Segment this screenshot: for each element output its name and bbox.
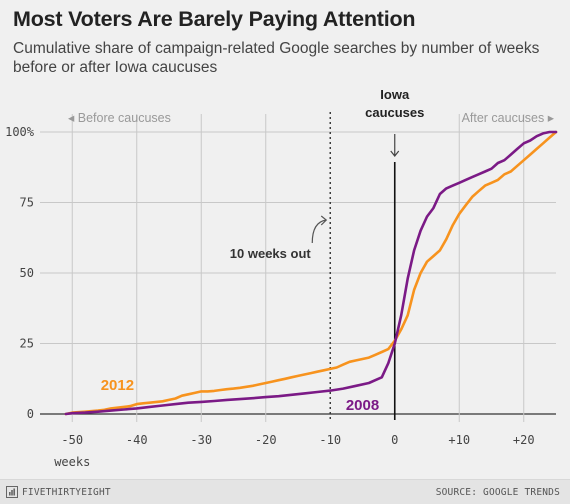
fivethirtyeight-logo-icon — [6, 486, 18, 498]
ten-weeks-arrow-icon — [311, 215, 328, 244]
x-tick-label: -40 — [126, 433, 148, 447]
x-tick-label: -50 — [61, 433, 83, 447]
series-label-2008: 2008 — [346, 397, 379, 414]
brand-text: FIVETHIRTYEIGHT — [22, 486, 111, 498]
x-axis-unit-label: weeks — [54, 455, 90, 469]
series-label-2012: 2012 — [101, 377, 134, 394]
iowa-arrow-icon — [390, 134, 400, 157]
source-text: SOURCE: GOOGLE TRENDS — [435, 487, 560, 498]
chart-title: Most Voters Are Barely Paying Attention — [13, 7, 416, 31]
y-tick-label: 25 — [20, 337, 34, 351]
before-caucuses-text: Before caucuses — [78, 111, 171, 125]
y-tick-label: 50 — [20, 266, 34, 280]
ten-weeks-out-label: 10 weeks out — [230, 246, 312, 261]
caucuses-label: caucuses — [365, 105, 424, 120]
series-lines — [64, 130, 558, 416]
x-tick-label: -10 — [319, 433, 341, 447]
y-tick-label: 100% — [5, 125, 35, 139]
y-tick-label: 75 — [20, 196, 34, 210]
x-tick-label: -30 — [190, 433, 212, 447]
y-tick-label: 0 — [27, 407, 34, 421]
axis-ticks: 0 25 50 75 100% -50 -40 -30 -20 -10 0 +10 +20 — [5, 125, 535, 447]
x-tick-label: +10 — [448, 433, 470, 447]
after-caucuses-text: After caucuses — [462, 111, 545, 125]
iowa-label: Iowa — [380, 87, 410, 102]
series-line-2012 — [64, 130, 558, 416]
reference-lines — [311, 112, 400, 420]
line-chart: 0 25 50 75 100% -50 -40 -30 -20 -10 0 +10 +20 ◂ Befo… — [5, 87, 558, 469]
brand: FIVETHIRTYEIGHT — [6, 486, 111, 498]
grid-lines — [40, 114, 556, 422]
x-tick-label: +20 — [513, 433, 535, 447]
after-caucuses-label: After caucuses ▸ — [462, 111, 555, 125]
footer-bar: FIVETHIRTYEIGHT SOURCE: GOOGLE TRENDS — [0, 479, 570, 504]
x-tick-label: -20 — [255, 433, 277, 447]
right-triangle-icon: ▸ — [544, 111, 554, 125]
series-line-2008 — [64, 130, 558, 416]
x-tick-label: 0 — [391, 433, 398, 447]
chart-subtitle: Cumulative share of campaign-related Goo… — [13, 40, 540, 76]
left-triangle-icon: ◂ — [68, 111, 78, 125]
before-caucuses-label: ◂ Before caucuses — [68, 111, 171, 125]
